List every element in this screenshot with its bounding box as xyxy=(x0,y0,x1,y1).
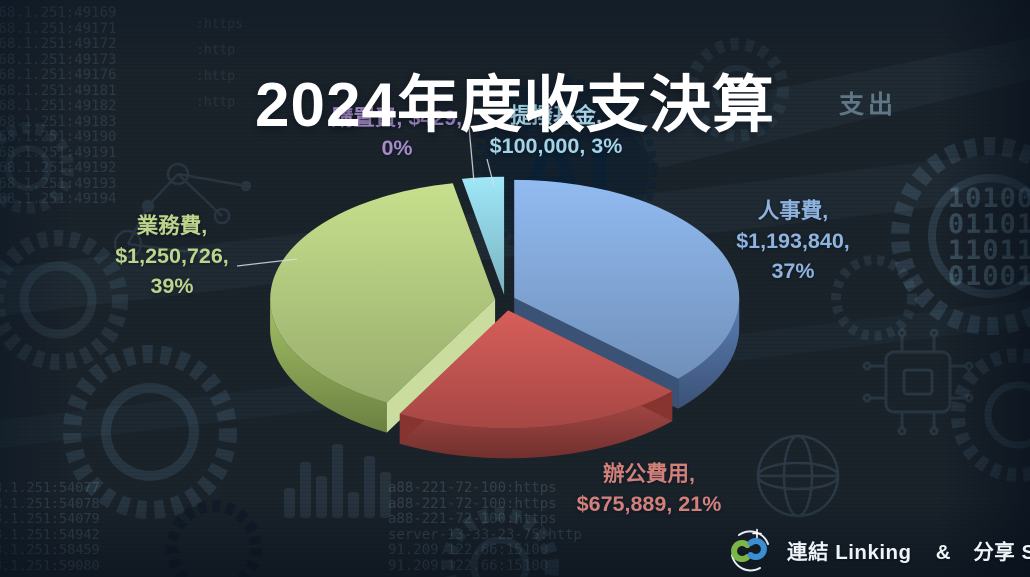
slice-label-業務費: 業務費, $1,250,726, 39% xyxy=(115,214,229,298)
logo-en2: Sharing xyxy=(1021,541,1030,564)
slice-label-辦公費用: 辦公費用, $675,889, 21% xyxy=(576,462,722,516)
logo-zh2: 分享 xyxy=(973,541,1016,564)
logo-zh1: 連結 xyxy=(787,541,829,564)
logo-ampersand: & xyxy=(935,541,952,564)
footer-logo-text: 連結 Linking & 分享 Sharing xyxy=(787,535,1030,565)
footer-logo: 連結 Linking & 分享 Sharing xyxy=(727,527,1030,573)
linking-sharing-logo-icon xyxy=(731,528,769,572)
page-title: 2024年度收支決算 xyxy=(255,70,775,140)
logo-en1: Linking xyxy=(835,541,912,564)
slice-label-人事費: 人事費, $1,193,840, 37% xyxy=(736,199,850,283)
